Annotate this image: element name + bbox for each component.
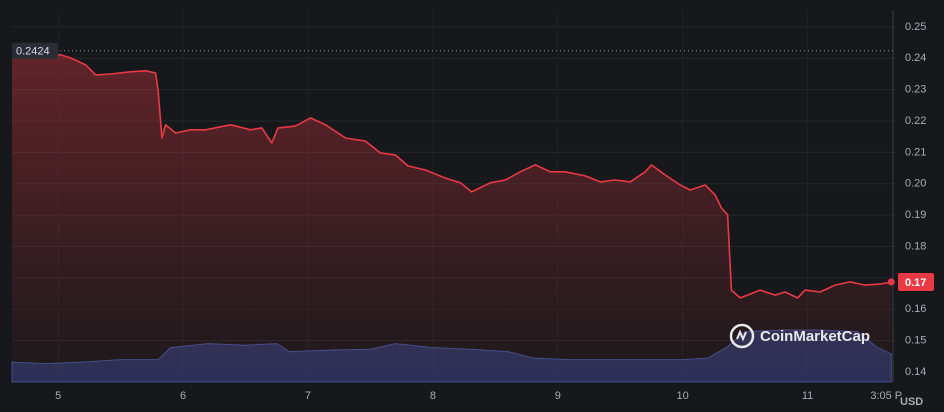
reference-label-box [12,42,58,59]
y-tick-label: 0.16 [905,303,926,315]
x-tick-label: 7 [305,390,311,402]
watermark-logo [729,323,755,349]
watermark-logo-mark [736,329,747,342]
x-tick-label: 6 [180,390,186,402]
y-tick-label: 0.14 [905,366,926,378]
y-tick-label: 0.19 [905,209,926,221]
current-price-box [898,272,934,291]
x-tick-label: 5 [55,390,61,402]
x-tick-label: 10 [677,390,689,402]
y-tick-label: 0.20 [905,178,926,190]
plot-layer [11,50,895,382]
y-unit: USD [900,396,923,408]
y-tick-label: 0.21 [905,146,926,158]
watermark: CoinMarketCap [729,323,870,349]
y-tick-label: 0.24 [905,52,926,64]
price-area [12,53,892,382]
watermark-text: CoinMarketCap [760,328,870,345]
price-line [11,52,892,299]
reference-label: 0.2424 [16,46,50,58]
last-point [887,278,895,286]
x-tick-label: 3:05 P [870,390,902,402]
y-tick-label: 0.22 [905,115,926,127]
labels-layer: 0.14 0.15 0.16 0.17 0.18 0.19 0.20 0.21 0.22 0.23… [12,21,934,402]
y-tick-label: 0.23 [905,84,926,96]
y-tick-label: 0.25 [905,21,926,33]
y-tick-label: 0.15 [905,335,926,347]
x-tick-label: 8 [430,390,436,402]
x-tick-label: 11 [802,390,813,402]
y-tick-label: 0.18 [905,240,926,252]
current-price-label: 0.17 [905,277,926,289]
x-tick-label: 9 [555,390,561,402]
